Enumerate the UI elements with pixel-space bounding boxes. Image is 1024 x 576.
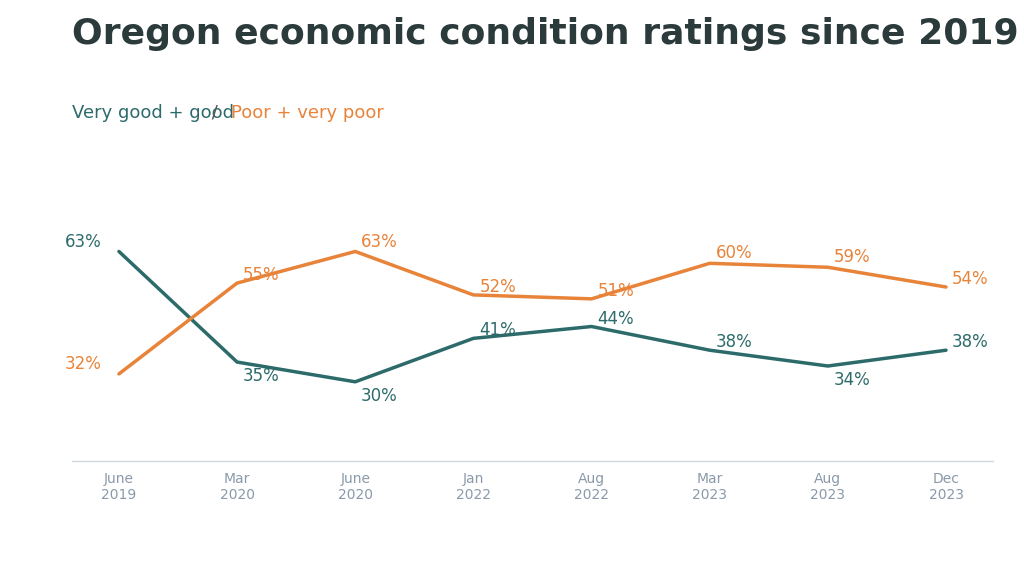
Text: 51%: 51% <box>597 282 634 300</box>
Text: 32%: 32% <box>65 355 101 373</box>
Text: Very good + good: Very good + good <box>72 104 233 122</box>
Text: Oregon economic condition ratings since 2019: Oregon economic condition ratings since … <box>72 17 1019 51</box>
Text: Poor + very poor: Poor + very poor <box>231 104 384 122</box>
Text: 44%: 44% <box>597 310 634 328</box>
Text: /: / <box>206 104 223 122</box>
Text: 30%: 30% <box>361 386 398 404</box>
Text: 55%: 55% <box>243 266 280 284</box>
Text: 63%: 63% <box>361 233 398 251</box>
Text: 34%: 34% <box>834 371 870 389</box>
Text: 54%: 54% <box>952 270 988 288</box>
Text: 35%: 35% <box>243 367 280 385</box>
Text: 52%: 52% <box>479 278 516 296</box>
Text: 38%: 38% <box>716 334 753 351</box>
Text: 63%: 63% <box>65 233 101 251</box>
Text: 59%: 59% <box>834 248 870 266</box>
Text: 38%: 38% <box>952 334 989 351</box>
Text: 60%: 60% <box>716 244 753 263</box>
Text: 41%: 41% <box>479 321 516 339</box>
